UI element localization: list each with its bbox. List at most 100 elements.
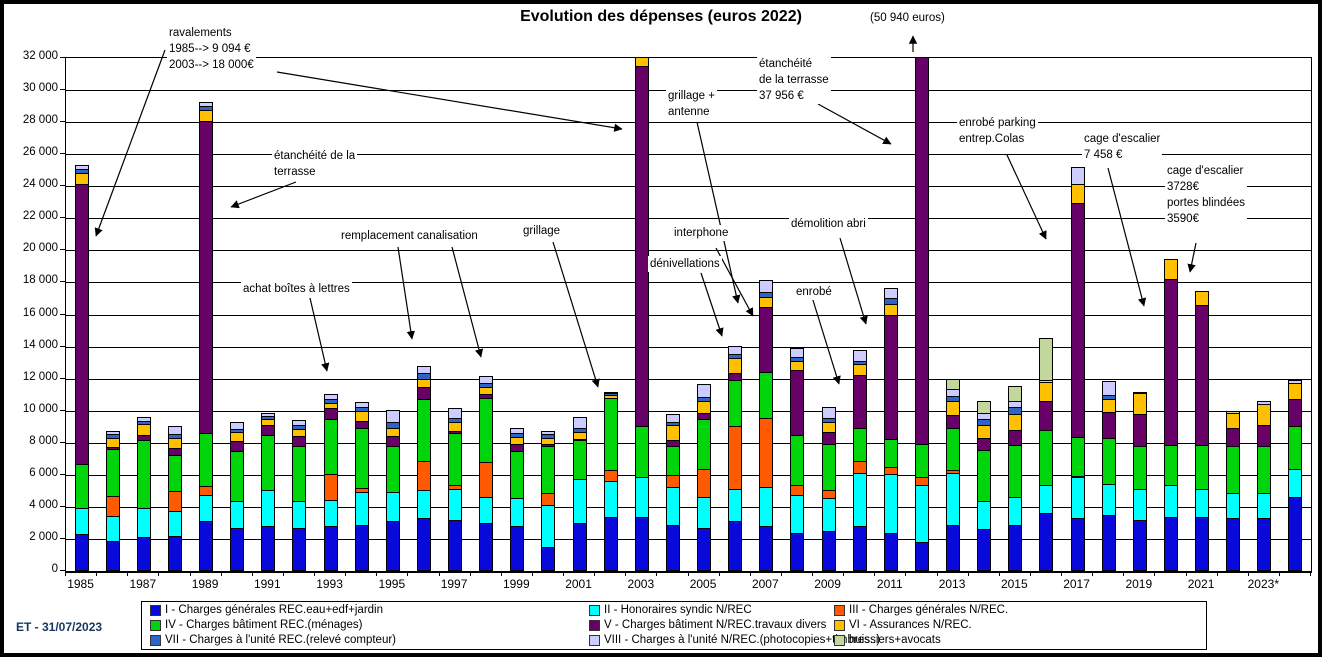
bar-segment bbox=[1163, 259, 1178, 281]
legend-item-4: IV - Charges bâtiment REC.(ménages) bbox=[150, 619, 363, 631]
bar-segment bbox=[385, 446, 400, 493]
bar-segment bbox=[510, 526, 525, 571]
gridline bbox=[66, 410, 1311, 412]
bar-segment bbox=[728, 380, 743, 427]
bar-segment bbox=[1039, 430, 1054, 487]
gridline bbox=[66, 218, 1311, 220]
y-axis-tick bbox=[60, 57, 65, 58]
bar-segment bbox=[728, 358, 743, 375]
bar-segment bbox=[852, 472, 867, 528]
y-axis-tick bbox=[60, 537, 65, 539]
x-axis-label: 2013 bbox=[938, 577, 966, 591]
bar-segment bbox=[323, 473, 338, 501]
bar-segment bbox=[448, 519, 463, 571]
bar-segment bbox=[1226, 413, 1241, 430]
x-axis-tick bbox=[1154, 571, 1156, 576]
bar-segment bbox=[1008, 444, 1023, 498]
bar-2014 bbox=[977, 400, 992, 571]
x-axis-tick bbox=[843, 571, 845, 576]
y-axis-tick bbox=[60, 281, 65, 283]
bar-segment bbox=[105, 448, 120, 498]
legend-label: II - Honoraires syndic N/REC bbox=[604, 604, 752, 616]
x-axis-label: 2005 bbox=[689, 577, 717, 591]
bar-segment bbox=[1101, 398, 1116, 414]
gridline bbox=[66, 154, 1311, 156]
y-axis-tick bbox=[60, 345, 65, 347]
bar-segment bbox=[790, 434, 805, 486]
bar-segment bbox=[105, 496, 120, 517]
bar-segment bbox=[603, 516, 618, 571]
bar-segment bbox=[1101, 412, 1116, 440]
bar-segment bbox=[354, 428, 369, 490]
bar-segment bbox=[697, 468, 712, 498]
bar-segment bbox=[728, 488, 743, 523]
y-axis-tick bbox=[60, 153, 65, 155]
annotation-total-50940: (50 940 euros) bbox=[868, 10, 947, 26]
bar-segment bbox=[1163, 444, 1178, 487]
y-axis-label: 12 000 bbox=[22, 370, 58, 383]
bar-segment bbox=[1101, 514, 1116, 571]
annotation-grillage: grillage bbox=[521, 223, 563, 239]
y-axis-tick bbox=[60, 441, 65, 443]
bar-1986 bbox=[105, 430, 120, 571]
bar-segment bbox=[167, 455, 182, 493]
x-axis-label: 2001 bbox=[565, 577, 592, 591]
bar-segment bbox=[1257, 518, 1272, 571]
x-axis-tick bbox=[282, 571, 284, 576]
bar-segment bbox=[1288, 382, 1303, 401]
bar-segment bbox=[977, 501, 992, 531]
bar-segment bbox=[603, 480, 618, 518]
bar-1992 bbox=[292, 419, 307, 571]
bar-segment bbox=[1288, 497, 1303, 571]
x-axis-label: 2017 bbox=[1063, 577, 1090, 591]
x-axis-tick bbox=[1061, 571, 1062, 576]
bar-segment bbox=[946, 414, 961, 430]
legend-swatch bbox=[150, 619, 161, 631]
y-axis-label: 10 000 bbox=[22, 402, 58, 415]
bar-segment bbox=[697, 384, 712, 398]
gridline bbox=[66, 378, 1311, 380]
x-axis-tick bbox=[874, 571, 876, 576]
bar-segment bbox=[1101, 438, 1116, 485]
y-axis-tick bbox=[60, 89, 65, 91]
x-axis-label: 1997 bbox=[440, 577, 468, 591]
bar-segment bbox=[634, 477, 649, 518]
annotation-denivellations: dénivellations bbox=[648, 256, 722, 272]
bar-segment bbox=[1008, 429, 1023, 446]
legend-swatch bbox=[589, 604, 600, 616]
x-axis-tick bbox=[1278, 571, 1280, 576]
bar-segment bbox=[1195, 291, 1210, 306]
x-axis-tick bbox=[314, 571, 315, 576]
bar-2010 bbox=[852, 350, 867, 571]
bar-segment bbox=[1163, 516, 1178, 571]
legend-item-1: I - Charges générales REC.eau+edf+jardin bbox=[150, 604, 383, 616]
y-axis-tick bbox=[60, 121, 65, 123]
bar-segment bbox=[416, 490, 431, 520]
annotation-cage-3728: cage d'escalier 3728€ portes blindées 35… bbox=[1165, 163, 1247, 227]
legend-item-6: VI - Assurances N/REC. bbox=[834, 619, 972, 631]
x-axis-tick bbox=[345, 571, 347, 576]
bar-segment bbox=[167, 535, 182, 571]
bar-2015 bbox=[1008, 385, 1023, 571]
bar-segment bbox=[821, 498, 836, 532]
x-axis-tick bbox=[749, 571, 751, 576]
y-axis-tick bbox=[60, 217, 65, 219]
annotation-interphone: interphone bbox=[672, 225, 731, 241]
bar-segment bbox=[1008, 496, 1023, 526]
bar-segment bbox=[946, 401, 961, 416]
bar-segment bbox=[665, 487, 680, 526]
y-axis-label: 28 000 bbox=[22, 114, 58, 127]
legend-swatch bbox=[589, 619, 600, 631]
bar-segment bbox=[1070, 202, 1085, 439]
bar-1997 bbox=[448, 408, 463, 571]
gridline bbox=[66, 186, 1311, 188]
x-axis-label: 1987 bbox=[129, 577, 157, 591]
x-axis-tick bbox=[718, 571, 720, 576]
bar-segment bbox=[1039, 485, 1054, 515]
bar-segment bbox=[1195, 304, 1210, 446]
bar-2008 bbox=[790, 348, 805, 571]
bar-segment bbox=[821, 530, 836, 571]
gridline bbox=[66, 442, 1311, 444]
y-axis-label: 16 000 bbox=[22, 306, 58, 319]
bar-segment bbox=[1288, 399, 1303, 427]
